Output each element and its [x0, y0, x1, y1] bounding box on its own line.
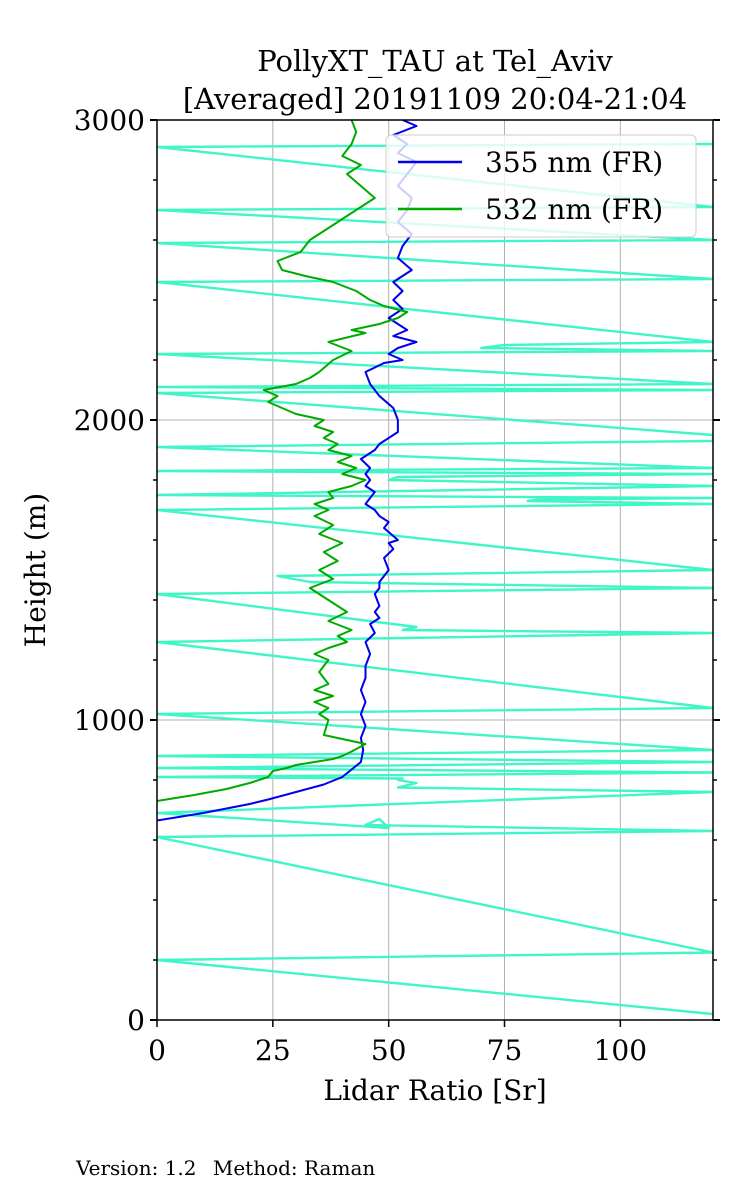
legend-box	[385, 134, 697, 238]
y-tick-label: 2000	[74, 404, 145, 437]
y-axis-label: Height (m)	[19, 493, 52, 647]
y-tick-label: 3000	[74, 104, 145, 137]
plot-frame	[156, 119, 714, 1021]
version-label: Version: 1.2	[76, 1156, 197, 1180]
x-axis-label: Lidar Ratio [Sr]	[323, 1074, 546, 1107]
series-line-532nm	[157, 120, 409, 802]
footer-info: Version: 1.2 Method: Raman	[76, 1156, 375, 1180]
x-tick-label: 50	[371, 1034, 407, 1067]
series-line-355nm	[157, 120, 418, 822]
method-label: Method: Raman	[212, 1156, 376, 1180]
chart-title-line-1: PollyXT_TAU at Tel_Aviv	[257, 44, 613, 78]
legend-label-532nm: 532 nm (FR)	[485, 193, 663, 226]
x-axis: 0 25 50 75 100	[148, 1020, 647, 1067]
legend: 355 nm (FR) 532 nm (FR)	[385, 134, 697, 238]
chart-title-line-2: [Averaged] 20191109 20:04-21:04	[182, 82, 688, 116]
series-group	[157, 120, 713, 1016]
x-tick-label: 100	[594, 1034, 647, 1067]
x-tick-label: 0	[148, 1034, 166, 1067]
legend-label-355nm: 355 nm (FR)	[485, 146, 663, 179]
y-tick-label: 1000	[74, 704, 145, 737]
series-line-noise	[157, 142, 713, 1016]
x-tick-label: 25	[255, 1034, 291, 1067]
x-tick-label: 75	[487, 1034, 523, 1067]
y-tick-label: 0	[127, 1004, 145, 1037]
y-axis: 0 1000 2000 3000	[74, 104, 720, 1037]
